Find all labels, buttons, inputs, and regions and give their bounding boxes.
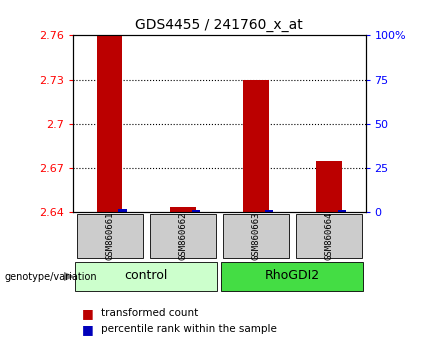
Polygon shape (64, 273, 73, 280)
FancyBboxPatch shape (296, 214, 362, 258)
Bar (97, 35, 123, 212)
Text: genotype/variation: genotype/variation (4, 272, 97, 282)
Bar (316, 161, 342, 212)
Text: GSM860663: GSM860663 (252, 212, 260, 261)
Text: GSM860661: GSM860661 (105, 212, 114, 261)
Title: GDS4455 / 241760_x_at: GDS4455 / 241760_x_at (135, 18, 303, 32)
Text: ■: ■ (82, 323, 93, 336)
Text: GSM860662: GSM860662 (178, 212, 187, 261)
Bar (338, 210, 347, 212)
FancyBboxPatch shape (75, 262, 217, 291)
Text: control: control (125, 269, 168, 282)
Bar (191, 210, 200, 212)
FancyBboxPatch shape (223, 214, 289, 258)
Text: transformed count: transformed count (101, 308, 198, 318)
Text: percentile rank within the sample: percentile rank within the sample (101, 324, 277, 334)
FancyBboxPatch shape (150, 214, 216, 258)
FancyBboxPatch shape (221, 262, 363, 291)
Text: GSM860664: GSM860664 (325, 212, 333, 261)
Bar (264, 210, 273, 212)
Text: ■: ■ (82, 307, 93, 320)
Text: RhoGDI2: RhoGDI2 (265, 269, 320, 282)
Bar (170, 206, 196, 212)
Bar (243, 80, 269, 212)
FancyBboxPatch shape (77, 214, 143, 258)
Bar (118, 209, 127, 212)
